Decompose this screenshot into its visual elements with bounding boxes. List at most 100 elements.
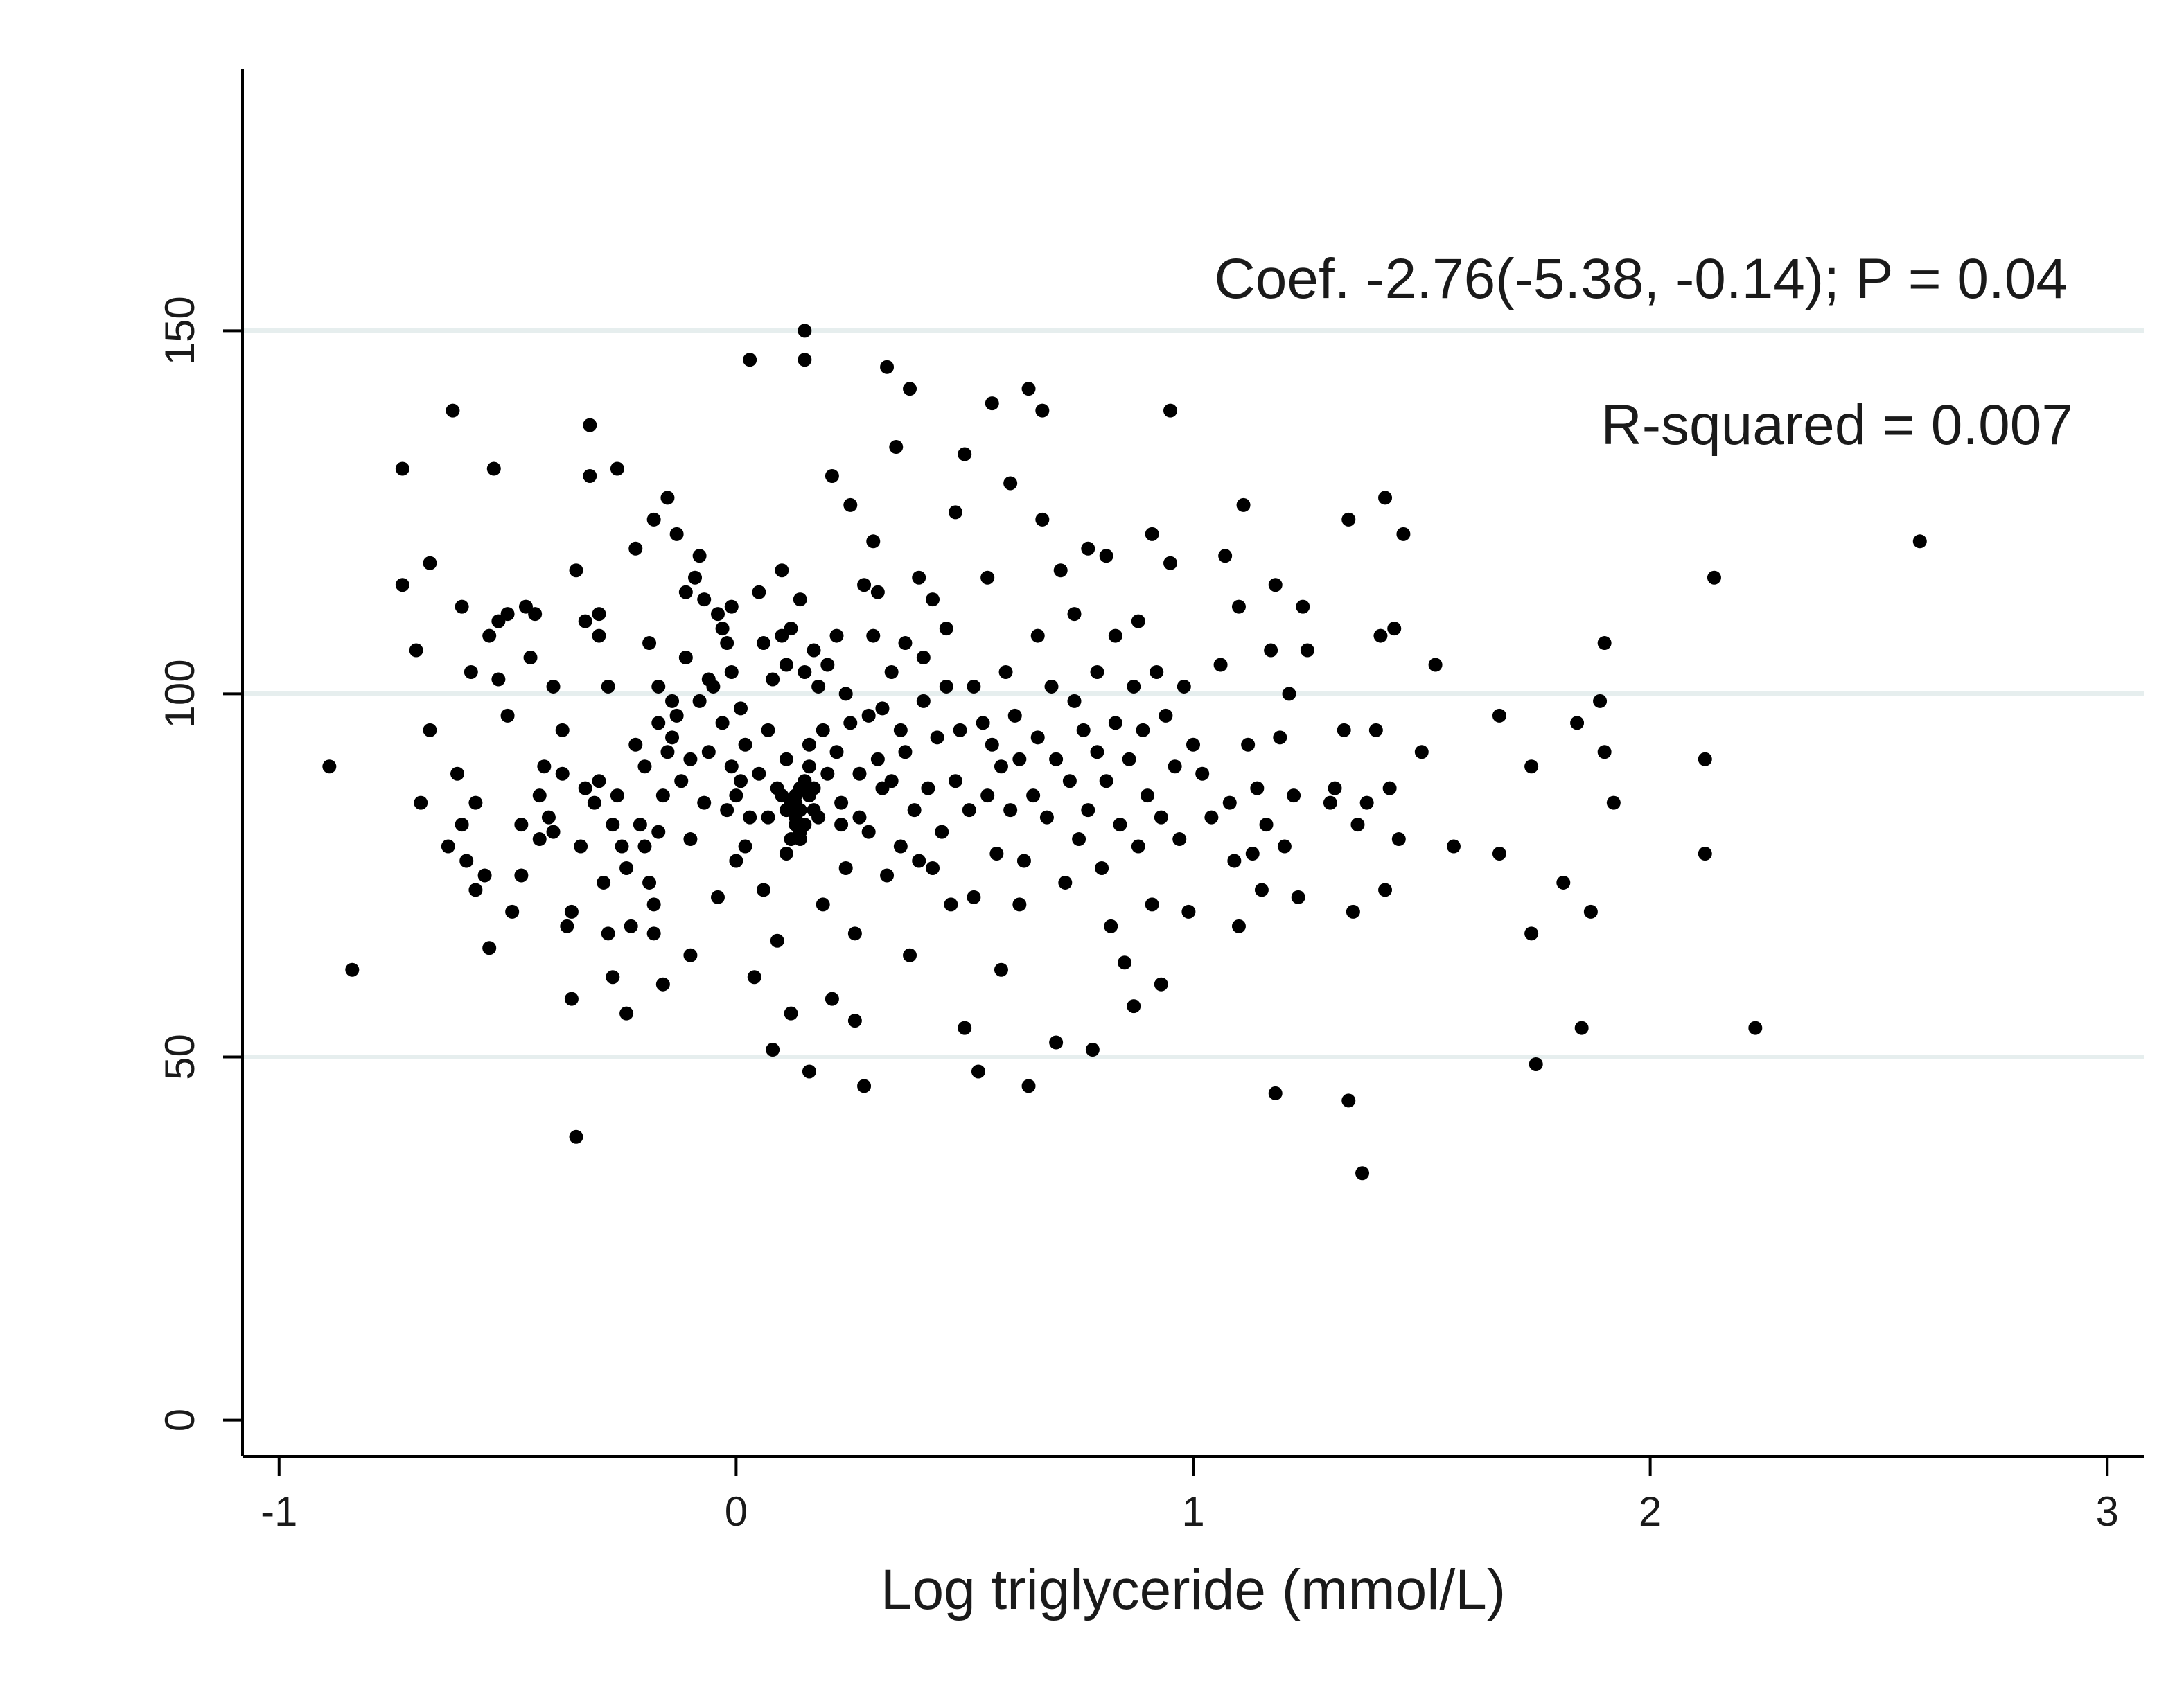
scatter-point [1268, 1086, 1283, 1100]
scatter-point [546, 679, 561, 694]
scatter-point [715, 622, 730, 636]
scatter-point [1072, 832, 1086, 847]
scatter-point [875, 701, 890, 716]
scatter-point [779, 658, 793, 672]
scatter-point [1085, 1043, 1100, 1057]
scatter-point [880, 360, 895, 374]
scatter-point [870, 585, 885, 599]
scatter-point [701, 745, 716, 759]
scatter-point [976, 716, 990, 730]
scatter-point [1159, 708, 1173, 723]
scatter-point [775, 563, 789, 578]
scatter-point [752, 766, 766, 781]
scatter-point [1337, 723, 1351, 737]
scatter-point [655, 788, 670, 803]
scatter-point [898, 745, 913, 759]
scatter-point [615, 839, 629, 854]
scatter-point [464, 664, 478, 679]
scatter-point [1387, 622, 1402, 636]
scatter-point [1350, 818, 1365, 832]
scatter-point [820, 766, 835, 781]
scatter-point [651, 716, 666, 730]
scatter-point [1099, 549, 1113, 563]
scatter-point [619, 1006, 634, 1021]
scatter-point [569, 1129, 583, 1144]
scatter-point [450, 766, 465, 781]
scatter-point [1145, 527, 1159, 541]
scatter-point [1081, 803, 1095, 818]
scatter-point [1492, 708, 1506, 723]
scatter-point [967, 679, 981, 694]
scatter-point [455, 818, 469, 832]
scatter-point [1245, 847, 1260, 861]
scatter-point [1277, 839, 1292, 854]
x-tick-label: -1 [261, 1488, 297, 1535]
scatter-point [1163, 556, 1178, 570]
scatter-point [1259, 818, 1274, 832]
scatter-point [1026, 788, 1041, 803]
scatter-point [1593, 694, 1608, 708]
scatter-point [409, 643, 423, 658]
scatter-point [880, 868, 895, 883]
scatter-point [578, 614, 592, 628]
scatter-point [921, 781, 935, 795]
scatter-point [697, 795, 712, 810]
scatter-point [729, 788, 743, 803]
scatter-point [1118, 955, 1132, 970]
scatter-point [798, 353, 812, 367]
scatter-point [1039, 810, 1054, 825]
scatter-point [1396, 527, 1411, 541]
scatter-point [555, 723, 570, 737]
scatter-point [1067, 694, 1082, 708]
scatter-point [1081, 541, 1095, 556]
scatter-point [1186, 737, 1200, 752]
y-tick-label: 50 [157, 1034, 203, 1080]
scatter-point [825, 992, 839, 1006]
scatter-point [816, 723, 830, 737]
scatter-point [706, 679, 721, 694]
scatter-point [468, 883, 483, 897]
scatter-point [752, 585, 766, 599]
scatter-point [1241, 737, 1256, 752]
scatter-point [912, 570, 926, 585]
coef-annotation: Coef. -2.76(-5.38, -0.14); P = 0.04 [1215, 247, 2068, 310]
scatter-point [1529, 1057, 1543, 1071]
scatter-point [1492, 847, 1506, 861]
scatter-point [482, 941, 497, 955]
scatter-point [820, 658, 835, 672]
scatter-point [1373, 628, 1388, 643]
scatter-point [1007, 708, 1022, 723]
scatter-point [1300, 643, 1314, 658]
scatter-point [1035, 512, 1050, 527]
scatter-point [798, 324, 812, 338]
scatter-point [857, 578, 872, 592]
scatter-point [1368, 723, 1383, 737]
scatter-point [637, 839, 652, 854]
scatter-point [486, 461, 501, 476]
scatter-point [847, 1014, 862, 1028]
scatter-point [926, 592, 940, 607]
scatter-point [761, 810, 775, 825]
scatter-point [756, 636, 770, 651]
scatter-point [455, 599, 469, 614]
x-tick-label: 0 [725, 1488, 748, 1535]
scatter-point [994, 759, 1008, 774]
scatter-point [1231, 919, 1246, 933]
x-axis-ticks: -1 0 1 2 3 [261, 1456, 2119, 1535]
scatter-point [1168, 759, 1182, 774]
gridlines [243, 328, 2144, 1060]
scatter-point [980, 788, 995, 803]
scatter-point [1049, 1035, 1064, 1050]
scatter-point [1378, 883, 1393, 897]
scatter-point [834, 795, 849, 810]
scatter-point [715, 716, 730, 730]
scatter-point [1062, 774, 1077, 788]
scatter-point [1287, 788, 1301, 803]
scatter-point [852, 810, 867, 825]
scatter-point [743, 810, 757, 825]
scatter-point [779, 847, 793, 861]
scatter-point [916, 651, 931, 665]
scatter-point [1021, 382, 1036, 396]
scatter-point [1181, 904, 1196, 919]
